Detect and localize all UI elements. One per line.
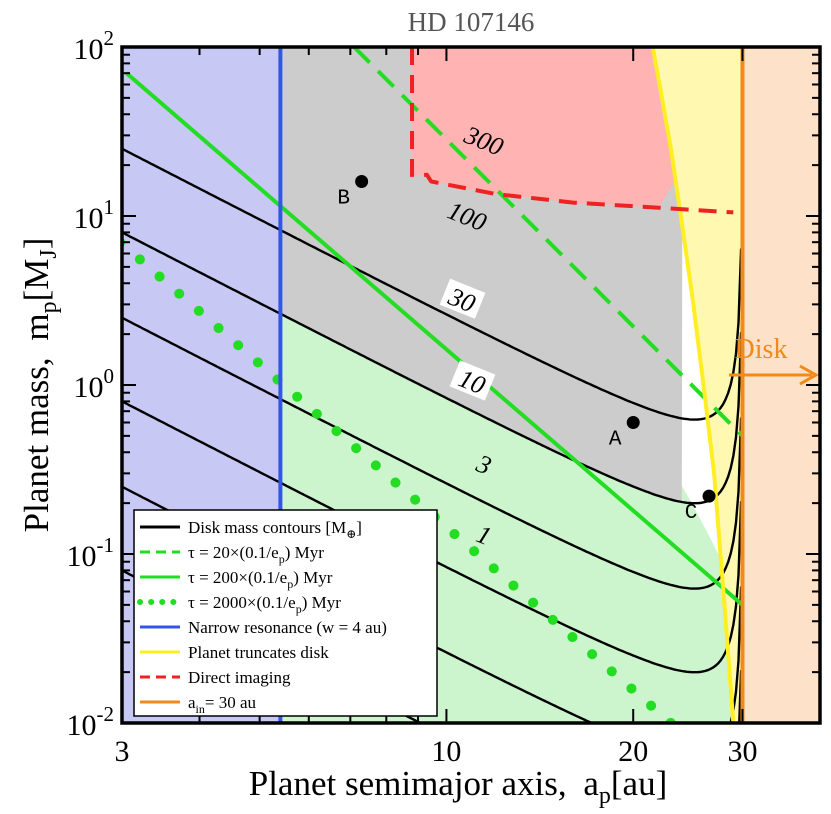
y-axis-label-unit: [M <box>17 259 56 302</box>
contour-label-bg-100 <box>439 192 496 238</box>
y-tick-label-base: 10 <box>74 371 104 404</box>
legend-label-3: τ = 2000×(0.1/ep) Myr <box>188 593 341 616</box>
legend-box <box>133 509 438 717</box>
planet-points: B A C <box>337 175 716 525</box>
y-tick-label-0.01: 10-2 <box>67 702 115 742</box>
chart-title: HD 107146 <box>408 7 535 37</box>
y-axis-label: Planet mass, mp[MJ] <box>17 238 62 533</box>
disk-arrow: Disk <box>729 334 820 386</box>
legend-label-end: ] <box>356 518 362 537</box>
y-tick-label-10: 101 <box>74 195 115 235</box>
y-axis-label-symbol: m <box>17 313 56 340</box>
contour-line-100 <box>122 231 743 505</box>
legend-label-main: τ = 2000×(0.1/e <box>188 593 296 612</box>
x-axis-label-text: Planet semimajor axis, <box>249 764 567 803</box>
y-tick-label-exponent: 0 <box>104 364 115 388</box>
direct-imaging-region <box>412 47 676 208</box>
y-axis-label-unit-end: ] <box>17 238 56 250</box>
tau-20-line <box>352 47 744 438</box>
y-tick-label-1: 100 <box>74 364 115 404</box>
planet-point-C <box>702 489 716 503</box>
legend-label-main: Narrow resonance (w = 4 au) <box>188 618 387 637</box>
planet-point-A <box>626 415 640 429</box>
legend-label-end: = 30 au <box>205 693 257 712</box>
x-tick-label-3: 3 <box>115 735 130 768</box>
y-axis-label-text: Planet mass, <box>17 357 56 532</box>
legend-label-7: ain= 30 au <box>188 693 257 716</box>
planet-point-label-B: B <box>337 188 350 211</box>
y-tick-label-100: 102 <box>74 26 115 66</box>
tau-200-line <box>125 71 744 607</box>
legend-label-subscript: p <box>296 602 302 616</box>
contour-label-bg-30 <box>439 278 486 319</box>
x-axis-label: Planet semimajor axis, ap[au] <box>249 764 668 809</box>
x-axis-label-subscript: p <box>599 783 611 809</box>
legend-label-2: τ = 200×(0.1/ep) Myr <box>188 568 333 591</box>
y-tick-label-exponent: -2 <box>97 702 115 726</box>
legend-label-end: ) Myr <box>293 568 333 587</box>
legend-label-end: ) Myr <box>285 543 325 562</box>
disk-arrow-head <box>799 364 820 386</box>
y-tick-label-exponent: -1 <box>97 533 115 557</box>
contour-line-300 <box>122 147 743 421</box>
truncation-line <box>650 47 736 723</box>
legend-label-main: a <box>188 693 196 712</box>
legend-label-6: Direct imaging <box>188 668 291 687</box>
y-tick-label-0.1: 10-1 <box>67 533 115 573</box>
legend: Disk mass contours [M⊕]τ = 20×(0.1/ep) M… <box>133 509 438 717</box>
x-axis-label-symbol: a <box>583 764 599 803</box>
legend-label-main: τ = 20×(0.1/e <box>188 543 279 562</box>
legend-label-5: Planet truncates disk <box>188 643 329 662</box>
legend-label-1: τ = 20×(0.1/ep) Myr <box>188 543 324 566</box>
legend-label-main: Planet truncates disk <box>188 643 329 662</box>
y-tick-label-base: 10 <box>74 202 104 235</box>
legend-label-subscript: ⊕ <box>346 527 356 541</box>
legend-label-main: τ = 200×(0.1/e <box>188 568 287 587</box>
legend-label-subscript: p <box>287 577 293 591</box>
direct-imaging-line <box>410 47 734 215</box>
legend-label-main: Disk mass contours [M <box>188 518 346 537</box>
x-tick-label-20: 20 <box>618 735 648 768</box>
y-tick-label-base: 10 <box>67 709 97 742</box>
contour-label-bg-10 <box>449 360 496 401</box>
contour-label-bg-300 <box>456 117 513 162</box>
legend-label-4: Narrow resonance (w = 4 au) <box>188 618 387 637</box>
x-tick-label-10: 10 <box>431 735 461 768</box>
planet-point-B <box>355 175 369 189</box>
legend-label-end: ) Myr <box>302 593 342 612</box>
y-axis-label-unit-subscript: J <box>36 249 62 258</box>
legend-label-subscript: in <box>196 702 205 716</box>
y-tick-label-exponent: 2 <box>104 26 115 50</box>
legend-label-subscript: p <box>279 552 285 566</box>
axis-ticks <box>121 46 821 724</box>
legend-label-0: Disk mass contours [M⊕] <box>188 518 362 541</box>
planet-point-label-C: C <box>685 502 698 525</box>
contour-label-bg-3 <box>467 445 502 482</box>
legend-label-main: Direct imaging <box>188 668 291 687</box>
y-tick-label-base: 10 <box>74 33 104 66</box>
y-axis-label-subscript: p <box>36 301 62 313</box>
truncation-region <box>652 47 743 723</box>
disk-arrow-label: Disk <box>735 334 788 365</box>
x-tick-label-30: 30 <box>727 735 757 768</box>
y-tick-label-base: 10 <box>67 540 97 573</box>
x-axis-label-unit: [au] <box>611 764 667 803</box>
y-tick-label-exponent: 1 <box>104 195 115 219</box>
contour-line-30 <box>122 316 743 590</box>
timescale-lines <box>122 47 744 723</box>
contour-label-bg-1 <box>467 515 502 552</box>
tau-2000-line <box>122 237 676 723</box>
planet-point-label-A: A <box>609 428 622 451</box>
